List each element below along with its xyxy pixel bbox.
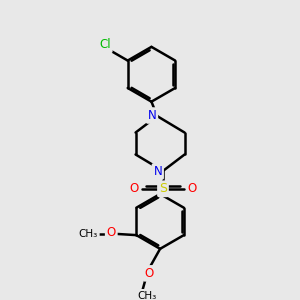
Text: S: S [159, 182, 167, 195]
Text: O: O [129, 182, 138, 195]
Text: N: N [148, 109, 156, 122]
Text: O: O [106, 226, 116, 239]
Text: O: O [188, 182, 197, 195]
Text: CH₃: CH₃ [137, 291, 156, 300]
Text: Cl: Cl [99, 38, 111, 51]
Text: N: N [153, 165, 162, 178]
Text: CH₃: CH₃ [79, 229, 98, 239]
Text: O: O [145, 267, 154, 280]
